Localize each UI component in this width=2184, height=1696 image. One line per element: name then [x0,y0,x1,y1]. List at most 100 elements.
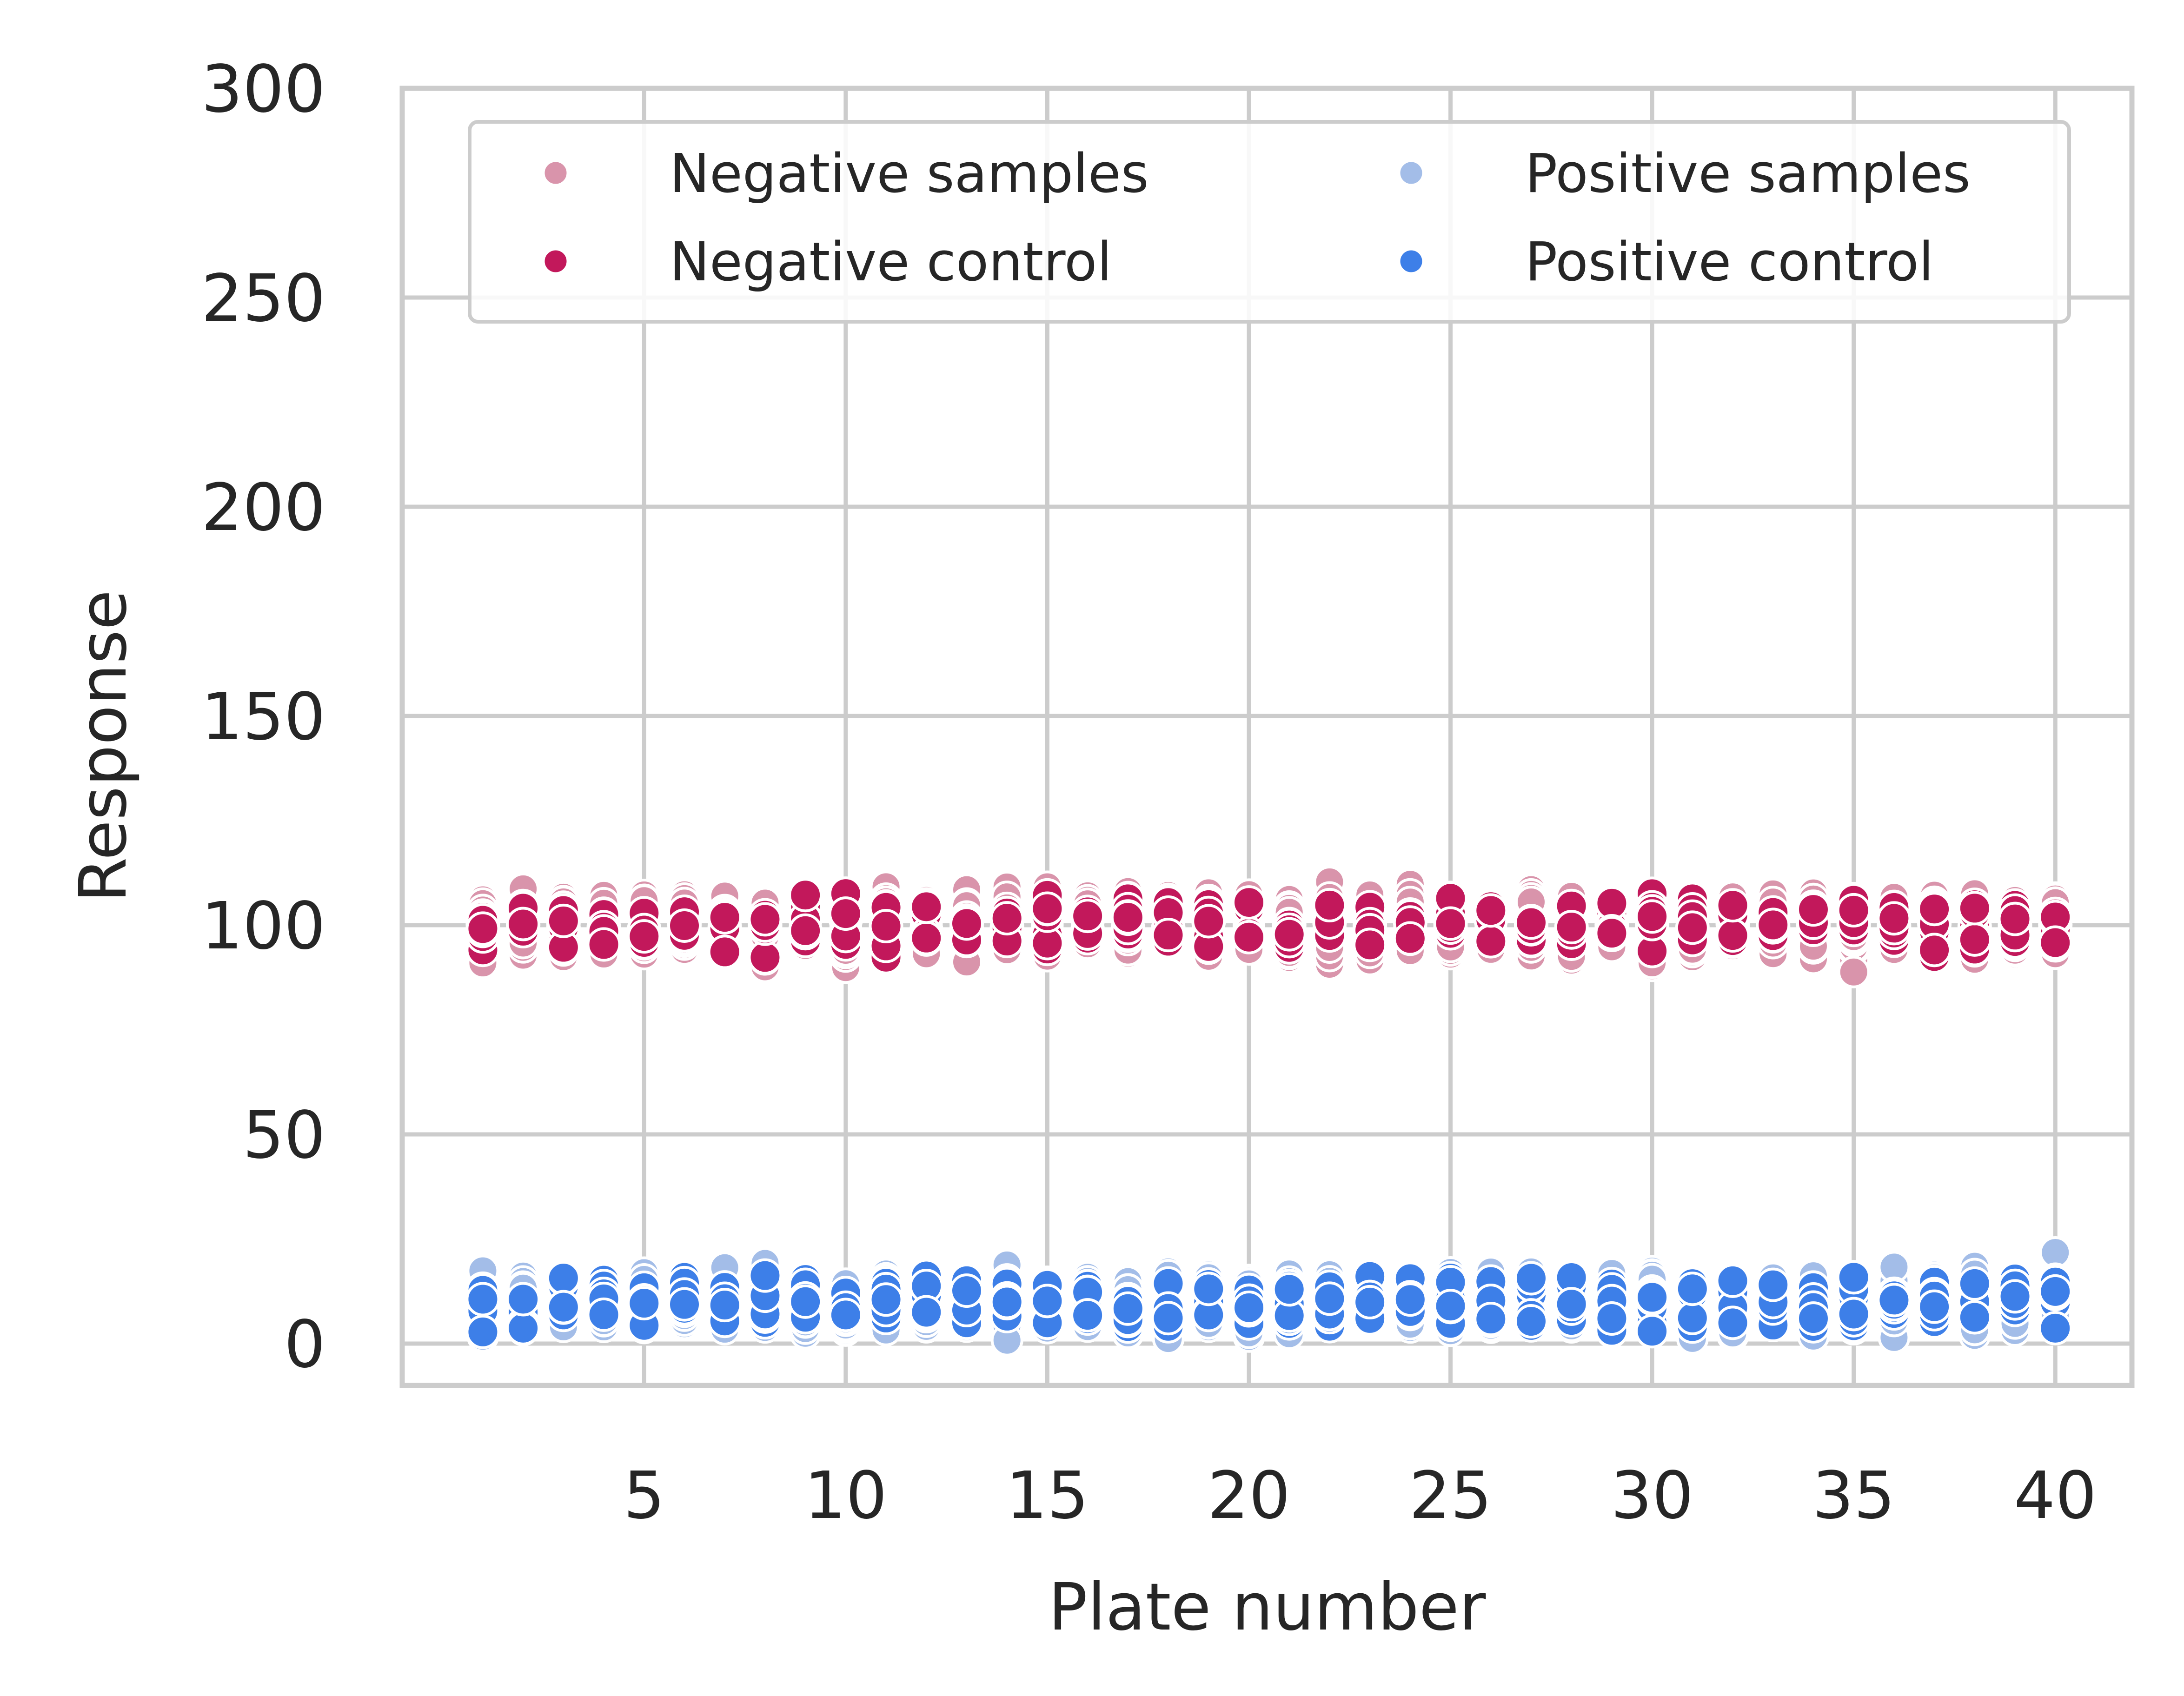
legend-label: Positive samples [1525,143,1971,205]
legend-label: Positive control [1525,231,1934,293]
data-point [1675,1300,1710,1335]
data-point [1998,1279,2032,1314]
x-tick-label: 15 [1006,1458,1089,1534]
data-point [909,889,944,924]
legend: Negative samples Negative control Positive… [468,120,2071,324]
x-tick-label: 30 [1611,1458,1693,1534]
data-point [788,913,823,948]
data-point [707,900,742,935]
x-tick-label: 35 [1812,1458,1895,1534]
data-point [1231,885,1266,920]
data-point [1715,888,1750,923]
data-point [1917,933,1952,967]
data-point [788,878,823,913]
data-point [1756,1267,1791,1302]
data-point [1474,1302,1508,1337]
data-point [1594,916,1629,951]
data-point [788,1284,823,1319]
data-point [1756,908,1791,942]
data-point [1957,891,1992,926]
data-point [1635,1280,1670,1315]
data-point [1877,1283,1912,1318]
data-point [707,1288,742,1323]
data-point [1514,1304,1548,1339]
data-point [707,934,742,969]
data-point [1070,1298,1105,1333]
data-point [1554,910,1589,945]
legend-marker [542,248,569,275]
data-point [1594,1301,1629,1336]
data-point [1353,928,1387,962]
data-point [748,1258,783,1293]
data-point [1272,1272,1307,1307]
data-point [1474,924,1508,959]
x-tick-labels: 5 10 15 20 25 30 35 40 [624,1458,2097,1534]
data-point [1231,920,1266,954]
data-point [1514,905,1548,940]
data-point [1151,1301,1186,1336]
data-point [1030,891,1065,926]
y-tick-label: 50 [243,1098,325,1173]
data-point [627,1286,662,1321]
data-point [627,919,662,954]
data-point [909,1295,944,1330]
data-point [1231,1290,1266,1325]
data-point [465,1282,500,1317]
data-point [1393,921,1427,956]
data-point [465,1314,500,1349]
y-tick-label: 200 [201,470,325,546]
data-point [1110,900,1145,935]
data-point [828,896,863,931]
data-point [586,1297,621,1332]
data-point [2038,1274,2073,1309]
data-point [1715,918,1750,953]
data-point [1393,1282,1427,1317]
data-point [1836,1260,1871,1295]
data-point [1514,1261,1548,1296]
x-tick-label: 5 [624,1458,665,1534]
data-point [1635,1314,1670,1349]
legend-label: Negative control [670,231,1112,293]
data-point [1715,1305,1750,1340]
legend-marker [1398,248,1425,275]
data-point [667,1287,702,1322]
data-point [1474,893,1508,928]
data-point [1877,901,1912,936]
data-point [1191,1272,1226,1306]
data-point [1715,1263,1750,1298]
data-point [1836,893,1871,928]
data-point [1675,1272,1710,1306]
x-tick-label: 20 [1208,1458,1290,1534]
x-tick-label: 25 [1409,1458,1492,1534]
data-point [667,908,702,943]
data-point [1957,922,1992,957]
data-point [2038,1311,2073,1345]
data-point [869,1282,903,1317]
data-point [1191,904,1226,939]
data-point [546,1261,581,1296]
data-point [1151,918,1186,953]
data-point [1675,910,1710,945]
data-point [1433,906,1468,941]
data-points [465,865,2073,1357]
data-point [2038,925,2073,960]
y-tick-label: 300 [201,52,325,127]
x-tick-label: 40 [2014,1458,2097,1534]
data-point [1554,1287,1589,1322]
data-point [1635,899,1670,934]
data-point [989,1285,1024,1319]
x-tick-label: 10 [804,1458,887,1534]
legend-label: Negative samples [670,143,1149,205]
data-point [1917,1289,1952,1324]
data-point [506,907,541,941]
data-point [1998,901,2032,936]
legend-marker [1398,159,1425,186]
data-point [1957,1266,1992,1301]
data-point [1836,1297,1871,1332]
y-tick-label: 250 [201,261,325,337]
data-point [748,902,783,937]
data-point [828,1298,863,1332]
y-axis-label: Response [66,590,141,902]
legend-marker [542,159,569,186]
